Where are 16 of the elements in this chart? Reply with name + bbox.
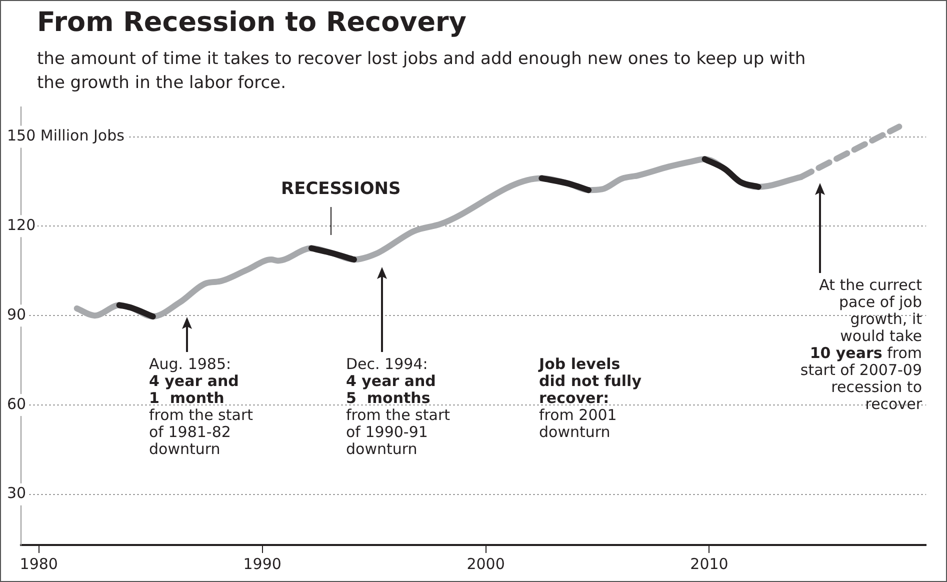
chart-subtitle: the amount of time it takes to recover lost jobs and add enough new ones to keep up with the growth in the labor force. <box>37 48 807 95</box>
y-tick-label: 60 <box>7 394 26 413</box>
y-tick-label: 120 <box>7 216 36 234</box>
y-tick-label: 90 <box>7 305 26 324</box>
annotation: Aug. 1985: 4 year and 1 month from the start of 1981-82 downturn <box>149 355 253 458</box>
x-tick-label: 1980 <box>20 554 58 573</box>
x-tick-label: 2000 <box>466 554 505 573</box>
chart-title: From Recession to Recovery <box>37 7 466 38</box>
y-tick-label: 30 <box>7 484 26 502</box>
annotation: Dec. 1994: 4 year and 5 months from the start of 1990-91 downturn <box>346 355 450 458</box>
x-tick-label: 1990 <box>243 554 282 573</box>
annotation: RECESSIONS <box>281 179 401 199</box>
annotation: Job levels did not fully recover: from 2001 downturn <box>539 355 642 441</box>
y-tick-label: 150 Million Jobs <box>7 126 125 145</box>
x-tick-label: 2010 <box>690 554 728 573</box>
text: At the currect pace of job growth, it would take 10 years from start of 2007-09 recession to recover <box>800 276 922 413</box>
